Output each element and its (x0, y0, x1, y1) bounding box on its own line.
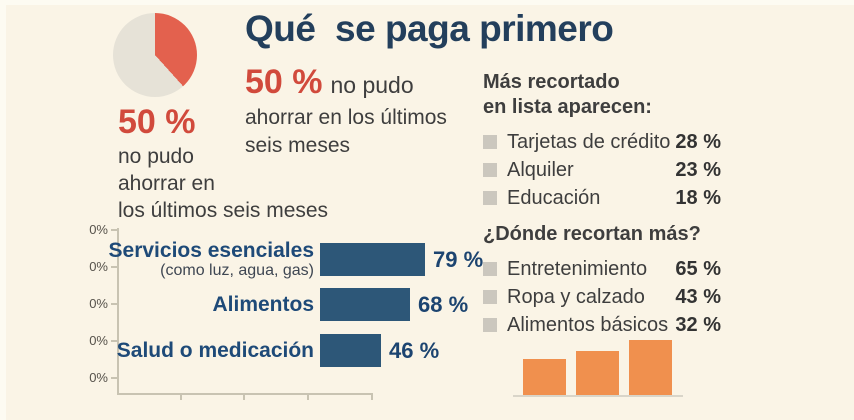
bar-row-servicios: Servicios esenciales (como luz, agua, ga… (80, 237, 484, 282)
legend-row: Tarjetas de crédito 28 % (483, 128, 721, 156)
bar-label-block: Servicios esenciales (como luz, agua, ga… (80, 238, 320, 280)
y-axis-line (117, 228, 119, 394)
legend-row: Entretenimiento 65 % (483, 255, 721, 283)
square-bullet-icon (483, 318, 497, 332)
edge-highlight-top (0, 0, 854, 5)
square-bullet-icon (483, 191, 497, 205)
square-bullet-icon (483, 163, 497, 177)
y-axis-tick-mark (111, 229, 117, 231)
y-axis-tick-mark (111, 377, 117, 379)
square-bullet-icon (483, 262, 497, 276)
x-axis-tick-mark (243, 393, 245, 400)
y-axis-tick-label: 0% (89, 259, 108, 274)
panel-donde-recortan: ¿Dónde recortan más? Entretenimiento 65 … (483, 222, 721, 339)
bar-value: 46 % (389, 337, 440, 363)
legend-label: Alimentos básicos (507, 313, 669, 336)
bar-value: 68 % (418, 291, 469, 317)
panel-1-heading-line-2: en lista aparecen: (483, 96, 652, 118)
bar-label-block: Alimentos (80, 292, 320, 316)
stat-left-line-3: los últimos seis meses (118, 199, 329, 222)
edge-highlight-left (0, 0, 6, 420)
mini-bar-3 (629, 340, 672, 395)
legend-value: 28 % (675, 130, 721, 153)
legend-label: Alquiler (507, 158, 574, 181)
legend-value: 65 % (675, 257, 721, 280)
panel-mas-recortado: Más recortado en lista aparecen: Tarjetas… (483, 70, 721, 212)
square-bullet-icon (483, 290, 497, 304)
legend-row: Alimentos básicos 32 % (483, 311, 721, 339)
y-axis-tick-mark (111, 340, 117, 342)
x-axis-tick-mark (180, 393, 182, 400)
stat-left-value: 50 % (118, 103, 196, 141)
bar-label: Salud o medicación (116, 338, 314, 362)
x-axis-line (117, 393, 373, 395)
bar-label-block: Salud o medicación (80, 338, 320, 362)
stat-center-line-1: ahorrar en los últimos (245, 106, 447, 129)
legend-value: 23 % (675, 158, 721, 181)
legend-label: Educación (507, 186, 601, 209)
panel-1-heading: Más recortado en lista aparecen: (483, 70, 721, 120)
x-axis-tick-mark (371, 393, 373, 400)
bar-row-salud: Salud o medicación 46 % (80, 328, 439, 373)
legend-value: 43 % (675, 285, 721, 308)
y-axis-tick-label: 0% (89, 333, 108, 348)
legend-row: Ropa y calzado 43 % (483, 283, 721, 311)
legend-row: Alquiler 23 % (483, 156, 721, 184)
legend-label: Tarjetas de crédito (507, 130, 671, 153)
x-axis-tick-mark (307, 393, 309, 400)
bar-salud (320, 334, 381, 367)
stat-left-block: 50 % no pudo ahorrar en los últimos seis… (118, 103, 348, 223)
mini-bar-chart (513, 334, 683, 397)
bar-alimentos (320, 288, 410, 321)
y-axis-tick-label: 0% (89, 370, 108, 385)
panel-1-heading-line-1: Más recortado (483, 71, 620, 93)
bar-servicios (320, 243, 425, 276)
stat-center-block: 50 % no pudo ahorrar en los últimos seis … (245, 63, 480, 158)
y-axis-tick-label: 0% (89, 222, 108, 237)
stat-center-value: 50 % (245, 63, 323, 101)
bar-value: 79 % (433, 246, 484, 272)
mini-bar-2 (576, 351, 619, 395)
stat-center-inline: no pudo (330, 72, 414, 98)
bar-sublabel: (como luz, agua, gas) (160, 261, 314, 279)
legend-label: Ropa y calzado (507, 285, 645, 308)
y-axis-tick-mark (111, 303, 117, 305)
bar-label: Servicios esenciales (108, 238, 314, 262)
square-bullet-icon (483, 135, 497, 149)
mini-bar-1 (523, 359, 566, 395)
panel-2-heading: ¿Dónde recortan más? (483, 223, 701, 245)
legend-value: 32 % (675, 313, 721, 336)
bar-row-alimentos: Alimentos 68 % (80, 282, 468, 327)
legend-label: Entretenimiento (507, 257, 648, 280)
page-title: Qué se paga primero (245, 8, 614, 49)
pie-chart (113, 13, 197, 97)
stat-center-line-2: seis meses (245, 134, 351, 157)
legend-value: 18 % (675, 186, 721, 209)
stat-left-line-1: no pudo (118, 145, 194, 168)
stat-left-line-2: ahorrar en (118, 172, 215, 195)
y-axis-tick-label: 0% (89, 296, 108, 311)
bar-label: Alimentos (212, 292, 314, 316)
legend-row: Educación 18 % (483, 184, 721, 212)
y-axis-tick-mark (111, 266, 117, 268)
